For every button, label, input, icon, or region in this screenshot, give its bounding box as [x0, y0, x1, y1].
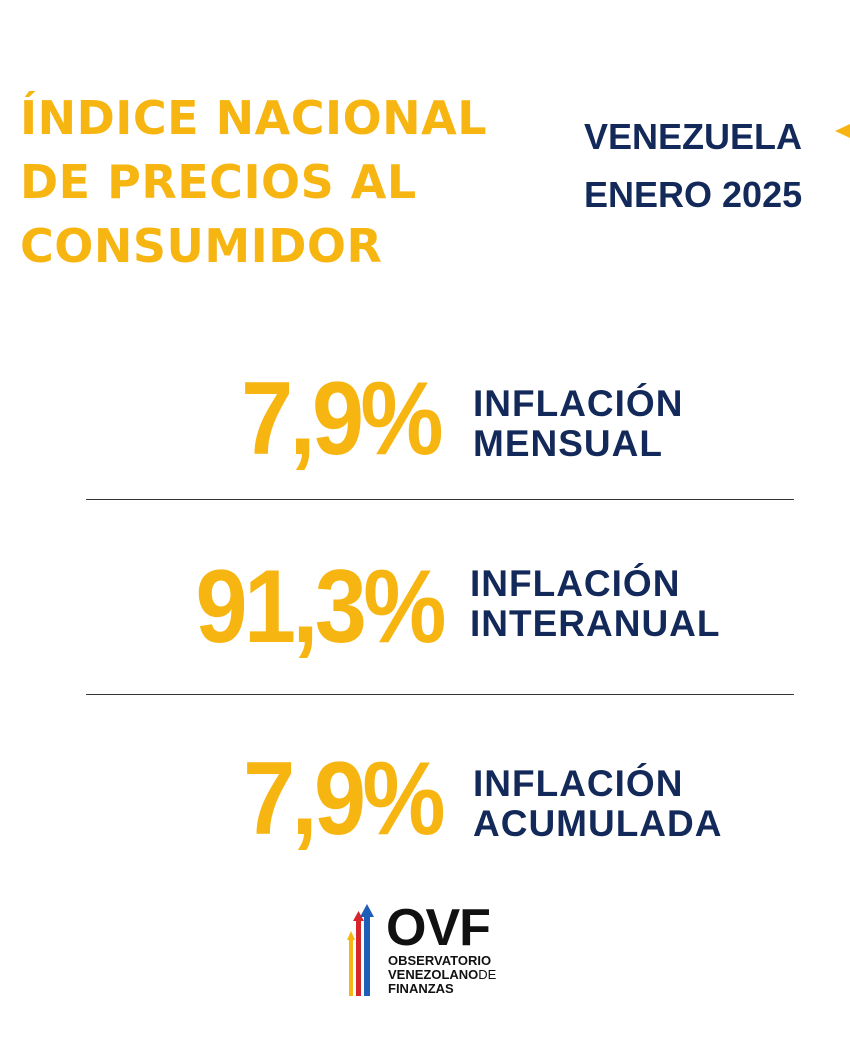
stat-accumulated-inflation: 7,9%	[150, 741, 446, 857]
logo-subtitle: OBSERVATORIO VENEZOLANODE FINANZAS	[388, 954, 496, 996]
logo-wordmark: OVF	[386, 899, 491, 957]
stat-value: 91,3%	[195, 549, 447, 665]
stat-monthly-inflation: 7,9%	[150, 361, 444, 477]
logo-line-3: FINANZAS	[388, 981, 454, 996]
stat-label-line1: INFLACIÓN	[470, 563, 681, 604]
logo-line-2: VENEZOLANODE	[388, 968, 496, 982]
logo-line-2-bold: VENEZOLANO	[388, 967, 479, 982]
divider	[86, 694, 794, 695]
logo-line-2-light: DE	[478, 967, 497, 982]
stat-label-accumulated: INFLACIÓN ACUMULADA	[473, 764, 722, 844]
stat-label-line1: INFLACIÓN	[473, 763, 684, 804]
divider	[86, 499, 794, 500]
stat-yoy-inflation: 91,3%	[130, 549, 447, 665]
logo-line-1: OBSERVATORIO	[388, 953, 492, 968]
period-label: ENERO 2025	[584, 174, 803, 215]
stat-label-monthly: INFLACIÓN MENSUAL	[473, 384, 683, 464]
title-line-2: DE PRECIOS AL	[20, 155, 417, 209]
title-line-1: ÍNDICE NACIONAL	[20, 91, 488, 145]
stat-value: 7,9%	[241, 361, 444, 477]
title-line-3: CONSUMIDOR	[20, 219, 383, 273]
rising-arrows-icon	[347, 904, 374, 996]
country-label: VENEZUELA	[584, 116, 803, 157]
stat-value: 7,9%	[243, 741, 446, 857]
stat-label-line1: INFLACIÓN	[473, 383, 684, 424]
report-meta: VENEZUELA ENERO 2025	[584, 108, 802, 224]
pointer-arrow-icon	[835, 124, 850, 138]
stat-label-line2: INTERANUAL	[470, 603, 721, 644]
stat-label-line2: MENSUAL	[473, 423, 663, 464]
stat-label-line2: ACUMULADA	[473, 803, 723, 844]
page-title: ÍNDICE NACIONAL DE PRECIOS AL CONSUMIDOR	[20, 86, 487, 278]
ovf-logo: OVF OBSERVATORIO VENEZOLANODE FINANZAS	[346, 900, 526, 998]
stat-label-yoy: INFLACIÓN INTERANUAL	[470, 564, 720, 644]
